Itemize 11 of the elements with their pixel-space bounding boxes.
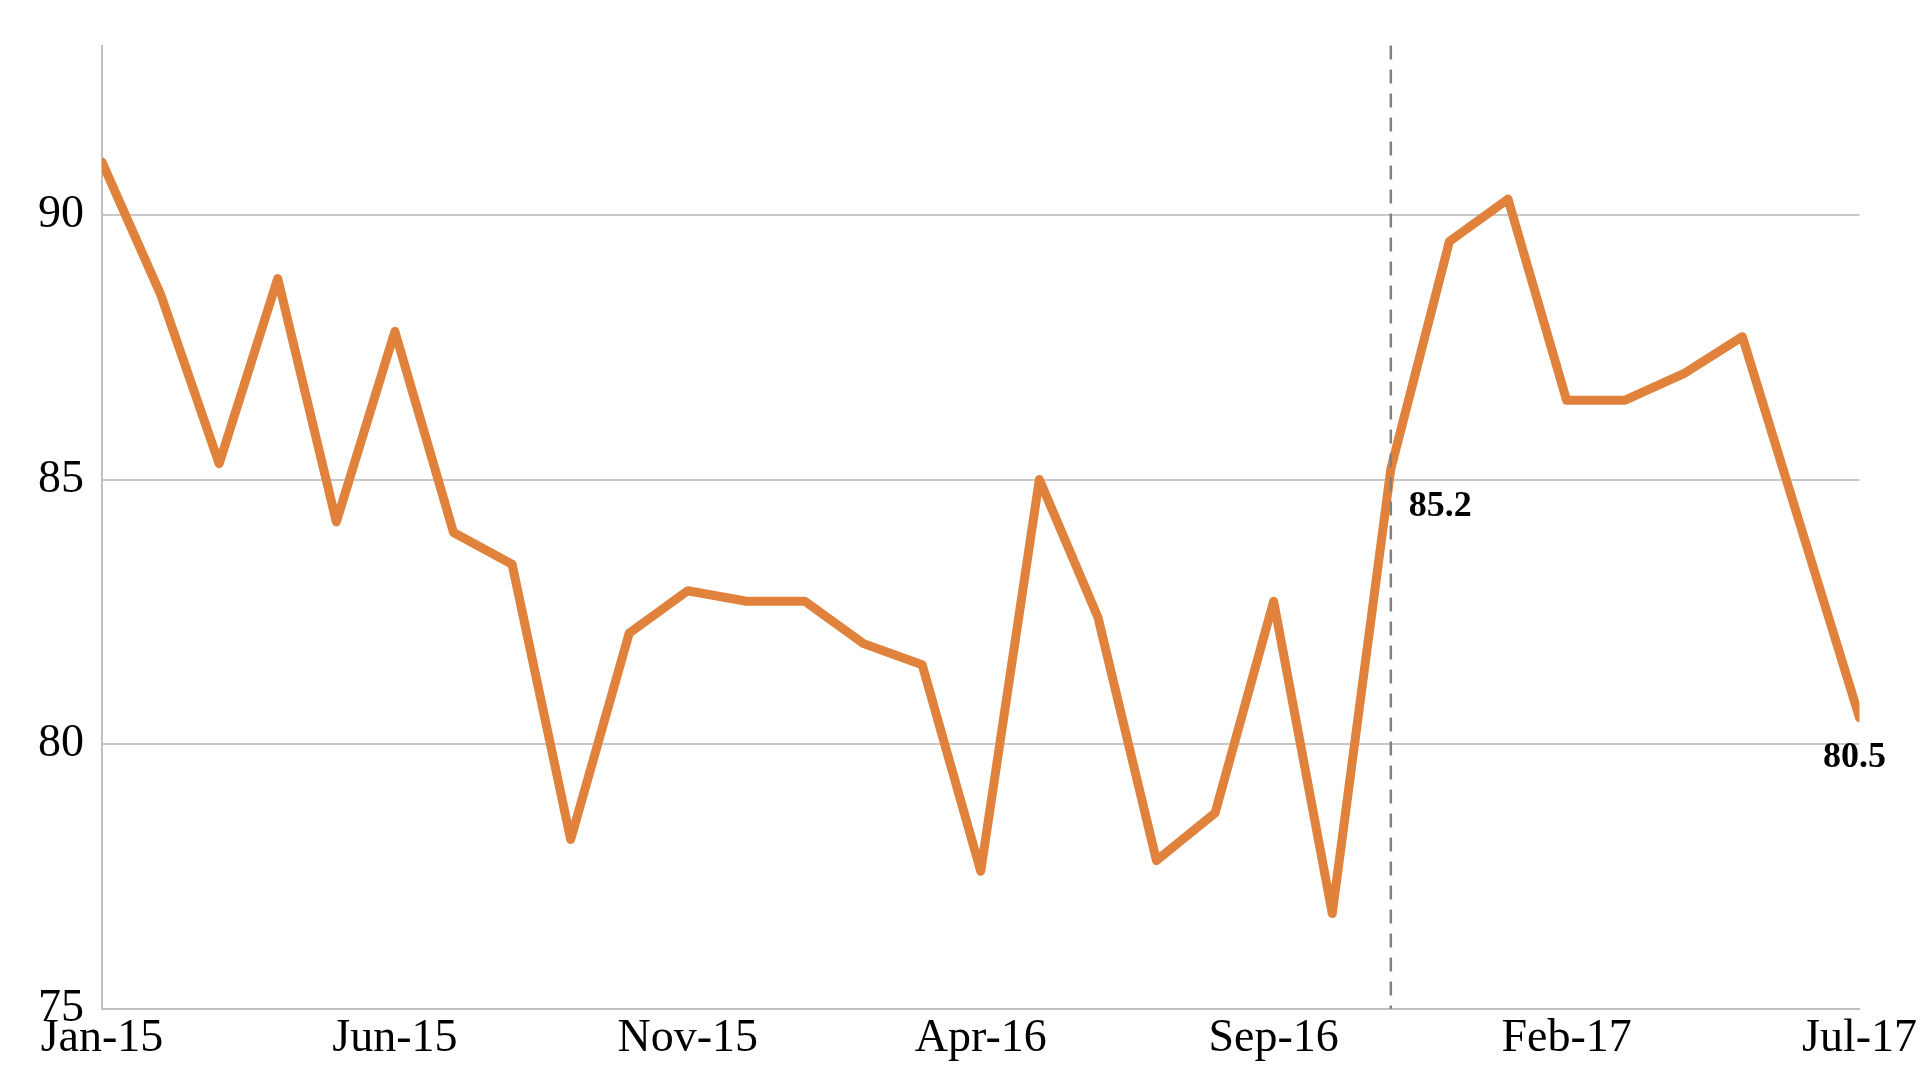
x-tick-label: Jul-17 — [1802, 1010, 1917, 1062]
y-tick-label: 90 — [38, 186, 84, 238]
data-label: 80.5 — [1823, 735, 1886, 776]
x-tick-label: Apr-16 — [914, 1010, 1047, 1062]
y-tick-label: 80 — [38, 715, 84, 767]
x-tick-label: Feb-17 — [1501, 1010, 1632, 1062]
x-tick-label: Sep-16 — [1208, 1010, 1339, 1062]
y-tick-label: 85 — [38, 450, 84, 502]
x-tick-label: Jun-15 — [332, 1010, 458, 1062]
x-tick-label: Nov-15 — [617, 1010, 759, 1062]
data-label: 85.2 — [1408, 484, 1472, 525]
